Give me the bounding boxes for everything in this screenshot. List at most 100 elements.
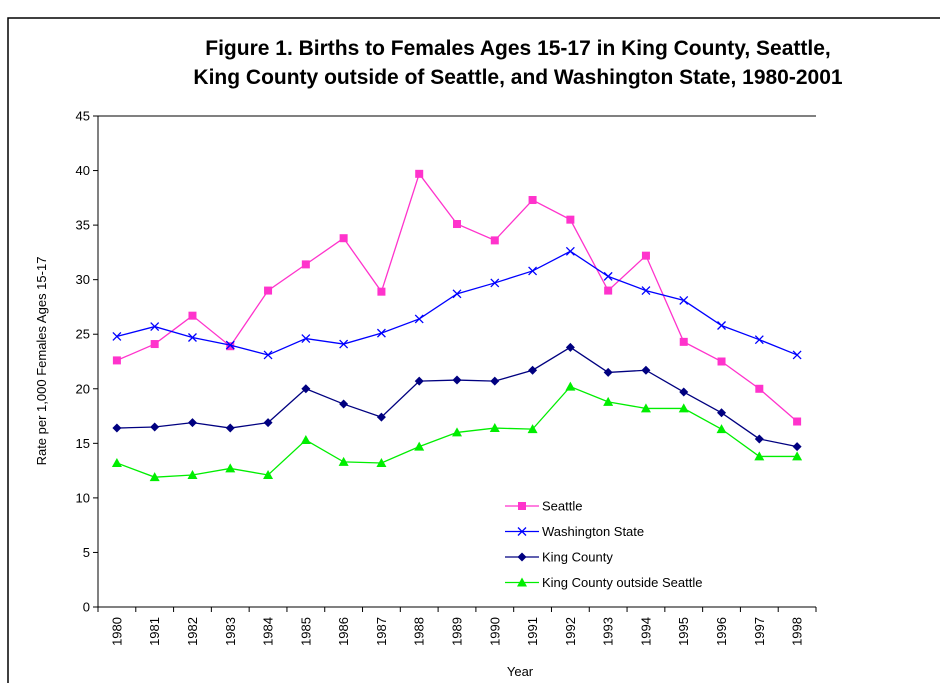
legend-label: King County outside Seattle xyxy=(542,575,702,590)
marker xyxy=(264,286,273,295)
y-tick-label: 40 xyxy=(76,163,90,178)
x-tick-label: 1986 xyxy=(336,617,351,646)
marker xyxy=(225,340,235,350)
marker xyxy=(678,403,689,413)
marker xyxy=(792,350,802,360)
marker xyxy=(339,339,349,349)
marker xyxy=(517,577,527,587)
y-tick-label: 30 xyxy=(76,272,90,287)
marker xyxy=(679,337,688,346)
y-axis-label: Rate per 1,000 Females Ages 15-17 xyxy=(34,257,49,466)
marker xyxy=(489,423,500,433)
legend-label: King County xyxy=(542,550,613,565)
marker xyxy=(754,335,764,345)
marker xyxy=(490,236,499,245)
marker xyxy=(603,271,613,281)
y-tick-label: 10 xyxy=(76,490,90,505)
marker xyxy=(517,552,527,562)
marker xyxy=(376,412,386,422)
marker xyxy=(377,287,386,296)
chart-title: Figure 1. Births to Females Ages 15-17 i… xyxy=(205,37,830,60)
marker xyxy=(717,408,727,418)
marker xyxy=(754,451,765,461)
marker xyxy=(641,286,651,296)
x-tick-label: 1991 xyxy=(525,617,540,646)
marker xyxy=(603,367,613,377)
x-tick-label: 1997 xyxy=(752,617,767,646)
marker xyxy=(640,403,651,413)
marker xyxy=(112,331,122,341)
x-tick-label: 1994 xyxy=(638,617,653,646)
marker xyxy=(565,381,576,391)
marker xyxy=(112,423,122,433)
x-tick-label: 1981 xyxy=(147,617,162,646)
x-tick-label: 1984 xyxy=(261,617,276,646)
marker xyxy=(755,384,764,393)
marker xyxy=(376,328,386,338)
x-tick-label: 1982 xyxy=(185,617,200,646)
marker xyxy=(528,266,538,276)
marker xyxy=(301,334,311,344)
marker xyxy=(453,220,461,229)
y-tick-label: 25 xyxy=(76,327,90,342)
marker xyxy=(415,169,424,178)
marker xyxy=(301,260,310,269)
marker xyxy=(338,456,349,466)
x-tick-label: 1985 xyxy=(298,617,313,646)
marker xyxy=(300,435,311,445)
marker xyxy=(150,422,160,432)
marker xyxy=(517,527,527,536)
marker xyxy=(793,417,802,426)
marker xyxy=(792,451,803,461)
legend-label: Washington State xyxy=(542,524,644,539)
chart-title: King County outside of Seattle, and Wash… xyxy=(193,66,842,89)
marker xyxy=(149,472,160,482)
marker xyxy=(225,463,236,473)
marker xyxy=(226,342,235,351)
marker xyxy=(376,457,387,467)
marker xyxy=(641,365,651,375)
marker xyxy=(754,434,764,444)
marker xyxy=(150,340,159,349)
x-tick-label: 1989 xyxy=(450,617,465,646)
x-tick-label: 1998 xyxy=(790,617,805,646)
y-tick-label: 20 xyxy=(76,381,90,396)
x-tick-label: 1987 xyxy=(374,617,389,646)
marker xyxy=(565,246,575,256)
marker xyxy=(263,469,274,479)
y-tick-label: 15 xyxy=(76,436,90,451)
marker xyxy=(188,333,197,342)
x-tick-label: 1996 xyxy=(714,617,729,646)
marker xyxy=(528,196,537,205)
marker xyxy=(263,418,273,428)
marker xyxy=(527,424,538,434)
marker xyxy=(679,295,689,305)
marker xyxy=(452,375,462,385)
marker xyxy=(225,423,235,433)
marker xyxy=(565,342,575,352)
y-tick-label: 5 xyxy=(83,545,90,560)
marker xyxy=(528,365,538,375)
marker xyxy=(339,234,348,243)
marker xyxy=(641,251,650,260)
marker xyxy=(414,314,424,324)
marker xyxy=(603,396,614,406)
marker xyxy=(339,399,349,409)
marker xyxy=(452,427,462,437)
marker xyxy=(717,321,726,330)
x-tick-label: 1988 xyxy=(412,617,427,646)
marker xyxy=(150,322,160,332)
x-axis-label: Year xyxy=(507,664,534,679)
x-tick-label: 1980 xyxy=(109,617,124,646)
marker xyxy=(717,357,726,366)
marker xyxy=(187,418,197,428)
y-tick-label: 0 xyxy=(83,600,90,615)
marker xyxy=(414,376,424,386)
marker xyxy=(679,387,689,397)
legend-label: Seattle xyxy=(542,499,582,514)
marker xyxy=(566,215,575,224)
x-tick-label: 1993 xyxy=(601,617,616,646)
y-tick-label: 45 xyxy=(76,109,90,124)
marker xyxy=(452,289,462,299)
marker xyxy=(112,356,121,365)
